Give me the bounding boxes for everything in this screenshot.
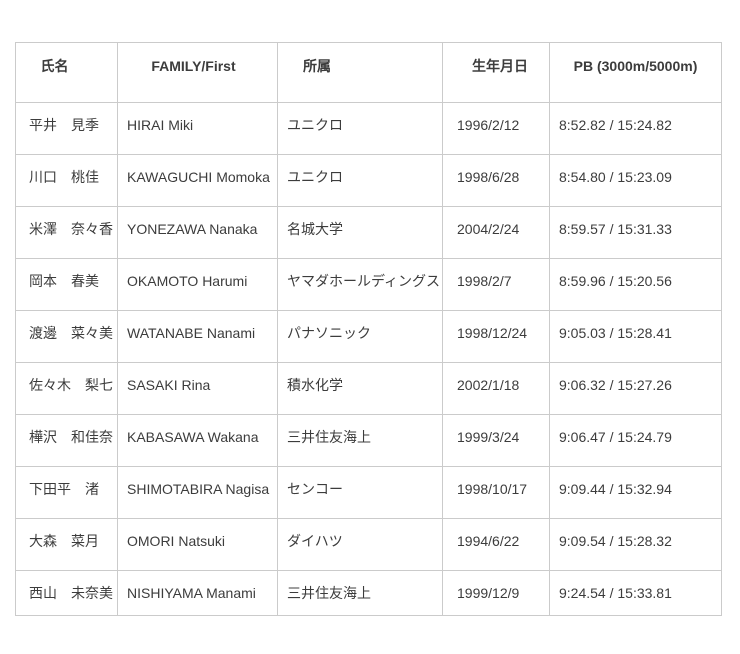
- cell-pb: 9:24.54 / 15:33.81: [549, 570, 722, 616]
- cell-team: パナソニック: [277, 310, 443, 363]
- cell-team: ユニクロ: [277, 154, 443, 207]
- column-header-team: 所属: [277, 42, 443, 103]
- cell-birthdate: 1994/6/22: [442, 518, 550, 571]
- column-header-family-first: FAMILY/First: [117, 42, 278, 103]
- cell-pb: 9:09.54 / 15:28.32: [549, 518, 722, 571]
- cell-name: 平井 見季: [15, 102, 118, 155]
- cell-family-first: NISHIYAMA Manami: [117, 570, 278, 616]
- table-row: 佐々木 梨七 SASAKI Rina 積水化学 2002/1/18 9:06.32 / …: [15, 362, 722, 415]
- cell-name: 岡本 春美: [15, 258, 118, 311]
- cell-family-first: SASAKI Rina: [117, 362, 278, 415]
- cell-name: 米澤 奈々香: [15, 206, 118, 259]
- cell-pb: 8:59.96 / 15:20.56: [549, 258, 722, 311]
- cell-team: 名城大学: [277, 206, 443, 259]
- cell-birthdate: 2004/2/24: [442, 206, 550, 259]
- cell-family-first: HIRAI Miki: [117, 102, 278, 155]
- table-row: 大森 菜月 OMORI Natsuki ダイハツ 1994/6/22 9:09.54 /…: [15, 518, 722, 571]
- table-row: 樺沢 和佳奈 KABASAWA Wakana 三井住友海上 1999/3/24 9:06…: [15, 414, 722, 467]
- cell-family-first: SHIMOTABIRA Nagisa: [117, 466, 278, 519]
- cell-family-first: OMORI Natsuki: [117, 518, 278, 571]
- cell-birthdate: 1996/2/12: [442, 102, 550, 155]
- table-row: 岡本 春美 OKAMOTO Harumi ヤマダホールディングス 1998/2/7 8:…: [15, 258, 722, 311]
- cell-birthdate: 1998/10/17: [442, 466, 550, 519]
- cell-name: 川口 桃佳: [15, 154, 118, 207]
- cell-birthdate: 1999/3/24: [442, 414, 550, 467]
- cell-team: 三井住友海上: [277, 414, 443, 467]
- table-body: 平井 見季 HIRAI Miki ユニクロ 1996/2/12 8:52.82 / 15…: [15, 102, 722, 616]
- table-row: 下田平 渚 SHIMOTABIRA Nagisa センコー 1998/10/17 9:0…: [15, 466, 722, 519]
- table-row: 米澤 奈々香 YONEZAWA Nanaka 名城大学 2004/2/24 8:59.5…: [15, 206, 722, 259]
- cell-name: 樺沢 和佳奈: [15, 414, 118, 467]
- cell-team: ダイハツ: [277, 518, 443, 571]
- column-header-name: 氏名: [15, 42, 118, 103]
- cell-pb: 9:06.32 / 15:27.26: [549, 362, 722, 415]
- cell-birthdate: 1998/6/28: [442, 154, 550, 207]
- cell-birthdate: 1998/2/7: [442, 258, 550, 311]
- table-row: 川口 桃佳 KAWAGUCHI Momoka ユニクロ 1998/6/28 8:54.8…: [15, 154, 722, 207]
- cell-team: 積水化学: [277, 362, 443, 415]
- cell-team: 三井住友海上: [277, 570, 443, 616]
- cell-birthdate: 1999/12/9: [442, 570, 550, 616]
- cell-family-first: KAWAGUCHI Momoka: [117, 154, 278, 207]
- cell-family-first: KABASAWA Wakana: [117, 414, 278, 467]
- cell-name: 西山 未奈美: [15, 570, 118, 616]
- table-row: 平井 見季 HIRAI Miki ユニクロ 1996/2/12 8:52.82 / 15…: [15, 102, 722, 155]
- cell-team: ヤマダホールディングス: [277, 258, 443, 311]
- table-row: 渡邊 菜々美 WATANABE Nanami パナソニック 1998/12/24 9:0…: [15, 310, 722, 363]
- cell-name: 渡邊 菜々美: [15, 310, 118, 363]
- cell-family-first: WATANABE Nanami: [117, 310, 278, 363]
- column-header-birthdate: 生年月日: [442, 42, 550, 103]
- cell-pb: 9:05.03 / 15:28.41: [549, 310, 722, 363]
- athletes-table: 氏名 FAMILY/First 所属 生年月日 PB (3000m/5000m)…: [15, 42, 722, 616]
- cell-name: 大森 菜月: [15, 518, 118, 571]
- cell-birthdate: 2002/1/18: [442, 362, 550, 415]
- table-row: 西山 未奈美 NISHIYAMA Manami 三井住友海上 1999/12/9 9:2…: [15, 570, 722, 616]
- cell-name: 佐々木 梨七: [15, 362, 118, 415]
- cell-name: 下田平 渚: [15, 466, 118, 519]
- table-header-row: 氏名 FAMILY/First 所属 生年月日 PB (3000m/5000m): [15, 42, 722, 103]
- cell-pb: 8:54.80 / 15:23.09: [549, 154, 722, 207]
- cell-team: ユニクロ: [277, 102, 443, 155]
- cell-pb: 9:06.47 / 15:24.79: [549, 414, 722, 467]
- cell-family-first: OKAMOTO Harumi: [117, 258, 278, 311]
- cell-pb: 9:09.44 / 15:32.94: [549, 466, 722, 519]
- column-header-pb: PB (3000m/5000m): [549, 42, 722, 103]
- cell-pb: 8:59.57 / 15:31.33: [549, 206, 722, 259]
- cell-team: センコー: [277, 466, 443, 519]
- cell-pb: 8:52.82 / 15:24.82: [549, 102, 722, 155]
- cell-family-first: YONEZAWA Nanaka: [117, 206, 278, 259]
- cell-birthdate: 1998/12/24: [442, 310, 550, 363]
